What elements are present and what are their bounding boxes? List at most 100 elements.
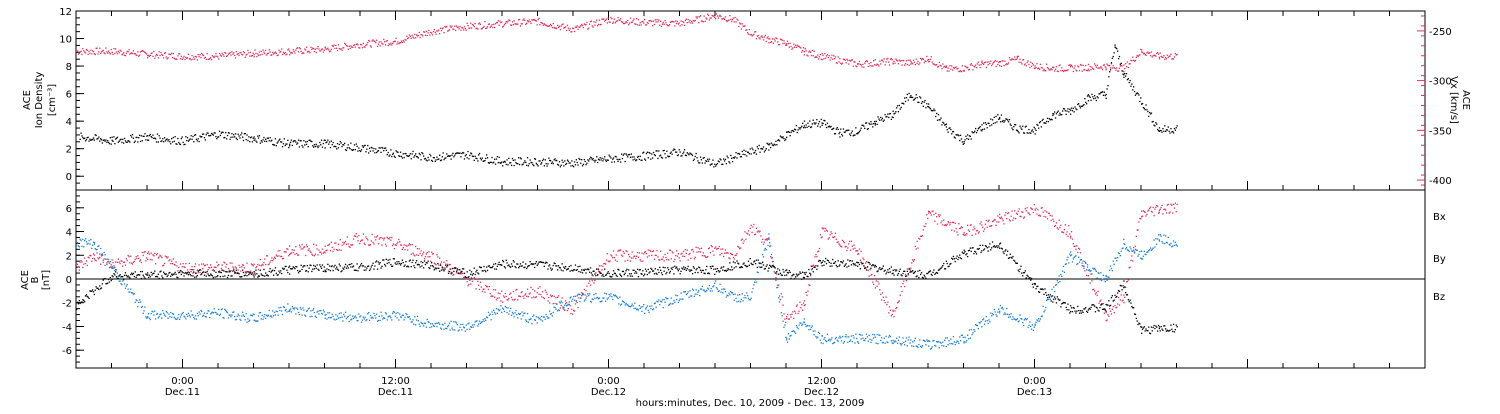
density-series-point [678, 154, 679, 155]
bz-series-point [528, 296, 529, 297]
by-series-point [865, 338, 866, 339]
bottom-left-tick-label: -4 [62, 322, 72, 333]
vx-series-point [479, 22, 480, 23]
density-series-point [254, 138, 255, 139]
bz-series-point [601, 265, 602, 266]
vx-series-point [388, 45, 389, 46]
bz-series-point [167, 256, 168, 257]
density-series-point [797, 132, 798, 133]
bz-series-point [355, 236, 356, 237]
density-series-point [318, 145, 319, 146]
by-series-point [474, 324, 475, 325]
density-series-point [909, 93, 910, 94]
vx-series-point [451, 26, 452, 27]
by-series-point [367, 313, 368, 314]
by-series-point [279, 310, 280, 311]
vx-series-point [1112, 67, 1113, 68]
density-series-point [650, 159, 651, 160]
bz-series-point [585, 290, 586, 291]
vx-series-point [396, 43, 397, 44]
bz-series-point [1124, 297, 1125, 298]
bz-series-point [320, 252, 321, 253]
vx-series-point [1035, 67, 1036, 68]
by-series-point [144, 307, 145, 308]
by-series-point [786, 339, 787, 340]
bz-series-point [988, 221, 989, 222]
bz-series-point [1065, 224, 1066, 225]
by-series-point [861, 338, 862, 339]
density-series-point [138, 137, 139, 138]
by-series-point [839, 336, 840, 337]
vx-series-point [1102, 69, 1103, 70]
vx-series-point [552, 27, 553, 28]
vx-series-point [674, 25, 675, 26]
density-series-point [467, 151, 468, 152]
bz-series-point [752, 226, 753, 227]
vx-series-point [720, 16, 721, 17]
vx-series-point [848, 63, 849, 64]
bz-series-point [175, 264, 176, 265]
bz-series-point [1137, 229, 1138, 230]
vx-series-point [653, 21, 654, 22]
vx-series-point [429, 34, 430, 35]
by-series [76, 233, 1178, 349]
bz-series-point [493, 289, 494, 290]
density-series-point [890, 113, 891, 114]
density-series-point [826, 127, 827, 128]
density-series-point [1048, 121, 1049, 122]
by-series-point [655, 303, 656, 304]
bz-series-point [893, 311, 894, 312]
vx-series-point [1084, 69, 1085, 70]
bz-series-point [852, 246, 853, 247]
vx-series-point [1147, 51, 1148, 52]
bz-series-point [1096, 292, 1097, 293]
bz-series-point [414, 255, 415, 256]
bz-series-point [332, 247, 333, 248]
bz-series-point [798, 313, 799, 314]
by-series-point [852, 341, 853, 342]
density-series-point [958, 135, 959, 136]
density-series-point [704, 162, 705, 163]
by-series-point [222, 308, 223, 309]
bz-series-point [363, 234, 364, 235]
density-series-point [147, 135, 148, 136]
bz-series-point [401, 244, 402, 245]
bz-series-point [1024, 216, 1025, 217]
density-series-point [743, 154, 744, 155]
density-series-point [460, 156, 461, 157]
bz-series-point [904, 286, 905, 287]
vx-series-point [412, 35, 413, 36]
by-series-point [264, 314, 265, 315]
density-series-point [317, 147, 318, 148]
vx-series-point [789, 47, 790, 48]
density-series-point [286, 143, 287, 144]
density-series-point [702, 162, 703, 163]
vx-series-point [258, 55, 259, 56]
by-series-point [889, 335, 890, 336]
bz-series-point [1043, 212, 1044, 213]
by-series-point [805, 324, 806, 325]
density-series-point [946, 126, 947, 127]
density-series-point [805, 127, 806, 128]
density-series-point [232, 137, 233, 138]
vx-series-point [1165, 57, 1166, 58]
vx-series-point [293, 49, 294, 50]
density-series-point [770, 147, 771, 148]
density-series-point [254, 140, 255, 141]
density-series-point [391, 156, 392, 157]
vx-series-point [1122, 65, 1123, 66]
vx-series-point [215, 56, 216, 57]
by-series-point [134, 293, 135, 294]
bz-series-point [1097, 295, 1098, 296]
by-series-point [804, 318, 805, 319]
vx-series-point [642, 21, 643, 22]
density-series-point [897, 105, 898, 106]
bz-series-point [302, 248, 303, 249]
by-series-point [734, 300, 735, 301]
density-series-point [640, 156, 641, 157]
density-series-point [513, 160, 514, 161]
by-series-point [676, 299, 677, 300]
vx-series-point [232, 54, 233, 55]
bz-series-point [246, 271, 247, 272]
